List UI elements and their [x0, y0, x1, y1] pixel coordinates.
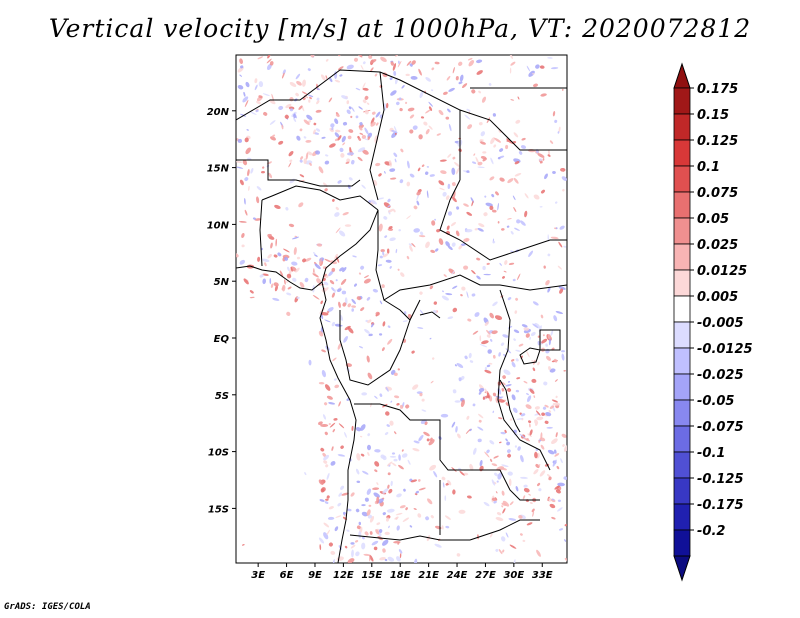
colorbar-label: 0.125 — [697, 134, 738, 149]
colorbar-swatch — [673, 295, 691, 323]
lon-tick-label: 30E — [503, 570, 524, 581]
colorbar-label: -0.1 — [697, 446, 725, 461]
colorbar-swatch — [673, 113, 691, 141]
lat-tick-label: 10N — [207, 220, 230, 231]
colorbar-label: 0.1 — [697, 160, 720, 175]
longitude-axis: 3E 6E 9E 12E 15E 18E 21E 24E 27E 30E 33E — [251, 563, 553, 581]
colorbar-swatch — [673, 347, 691, 375]
colorbar-label: -0.0125 — [697, 342, 753, 357]
colorbar-label: 0.025 — [697, 238, 738, 253]
map-frame — [235, 54, 568, 564]
map-title: Vertical velocity [m/s] at 1000hPa, VT: … — [48, 14, 752, 43]
lat-tick-label: EQ — [214, 334, 230, 345]
colorbar-swatch — [673, 243, 691, 271]
colorbar-swatch — [673, 477, 691, 505]
lat-tick-label: 15N — [207, 164, 230, 175]
colorbar-swatch — [673, 139, 691, 167]
lon-tick-label: 3E — [251, 570, 265, 581]
lat-tick-label: 20N — [207, 107, 230, 118]
lat-tick-label: 10S — [208, 448, 229, 459]
colorbar-swatch — [673, 87, 691, 115]
colorbar-swatch — [673, 373, 691, 401]
lon-tick-label: 24E — [447, 570, 468, 581]
grads-credit: GrADS: IGES/COLA — [4, 602, 91, 612]
colorbar-label: -0.2 — [697, 524, 725, 539]
colorbar-swatch — [673, 503, 691, 531]
colorbar-label: 0.005 — [697, 290, 738, 305]
colorbar-bottom-arrow — [673, 555, 691, 582]
colorbar-swatch — [673, 191, 691, 219]
colorbar-swatch — [673, 399, 691, 427]
lat-tick-label: 5S — [215, 391, 229, 402]
colorbar-label: 0.075 — [697, 186, 738, 201]
colorbar-swatch — [673, 425, 691, 453]
colorbar-label: 0.05 — [697, 212, 729, 227]
colorbar-label: 0.175 — [697, 82, 738, 97]
colorbar-label: -0.05 — [697, 394, 734, 409]
colorbar-swatch — [673, 165, 691, 193]
country-borders — [236, 69, 567, 563]
colorbar-swatch — [673, 269, 691, 297]
colorbar-label: -0.005 — [697, 316, 744, 331]
colorbar-swatch — [673, 321, 691, 349]
colorbar-label: -0.125 — [697, 472, 744, 487]
lon-tick-label: 12E — [333, 570, 354, 581]
velocity-field — [236, 55, 567, 563]
lon-tick-label: 18E — [390, 570, 411, 581]
colorbar-swatch — [673, 217, 691, 245]
lon-tick-label: 33E — [532, 570, 553, 581]
colorbar-label: -0.025 — [697, 368, 744, 383]
colorbar-swatch — [673, 451, 691, 479]
colorbar-swatch — [673, 529, 691, 557]
lat-tick-label: 5N — [214, 277, 230, 288]
lon-tick-label: 9E — [308, 570, 322, 581]
colorbar: 0.175 0.15 0.125 0.1 0.075 0.05 0.025 0.0125 0.0… — [673, 62, 753, 582]
colorbar-label: 0.15 — [697, 108, 729, 123]
colorbar-label: -0.075 — [697, 420, 744, 435]
colorbar-label: -0.175 — [697, 498, 744, 513]
lon-tick-label: 27E — [475, 570, 496, 581]
colorbar-label: 0.0125 — [697, 264, 747, 279]
lon-tick-label: 6E — [280, 570, 294, 581]
lat-tick-label: 15S — [208, 504, 229, 515]
lon-tick-label: 21E — [418, 570, 439, 581]
lon-tick-label: 15E — [361, 570, 382, 581]
colorbar-top-arrow — [673, 62, 691, 89]
latitude-axis: 20N 15N 10N 5N EQ 5S 10S 15S — [207, 107, 236, 515]
